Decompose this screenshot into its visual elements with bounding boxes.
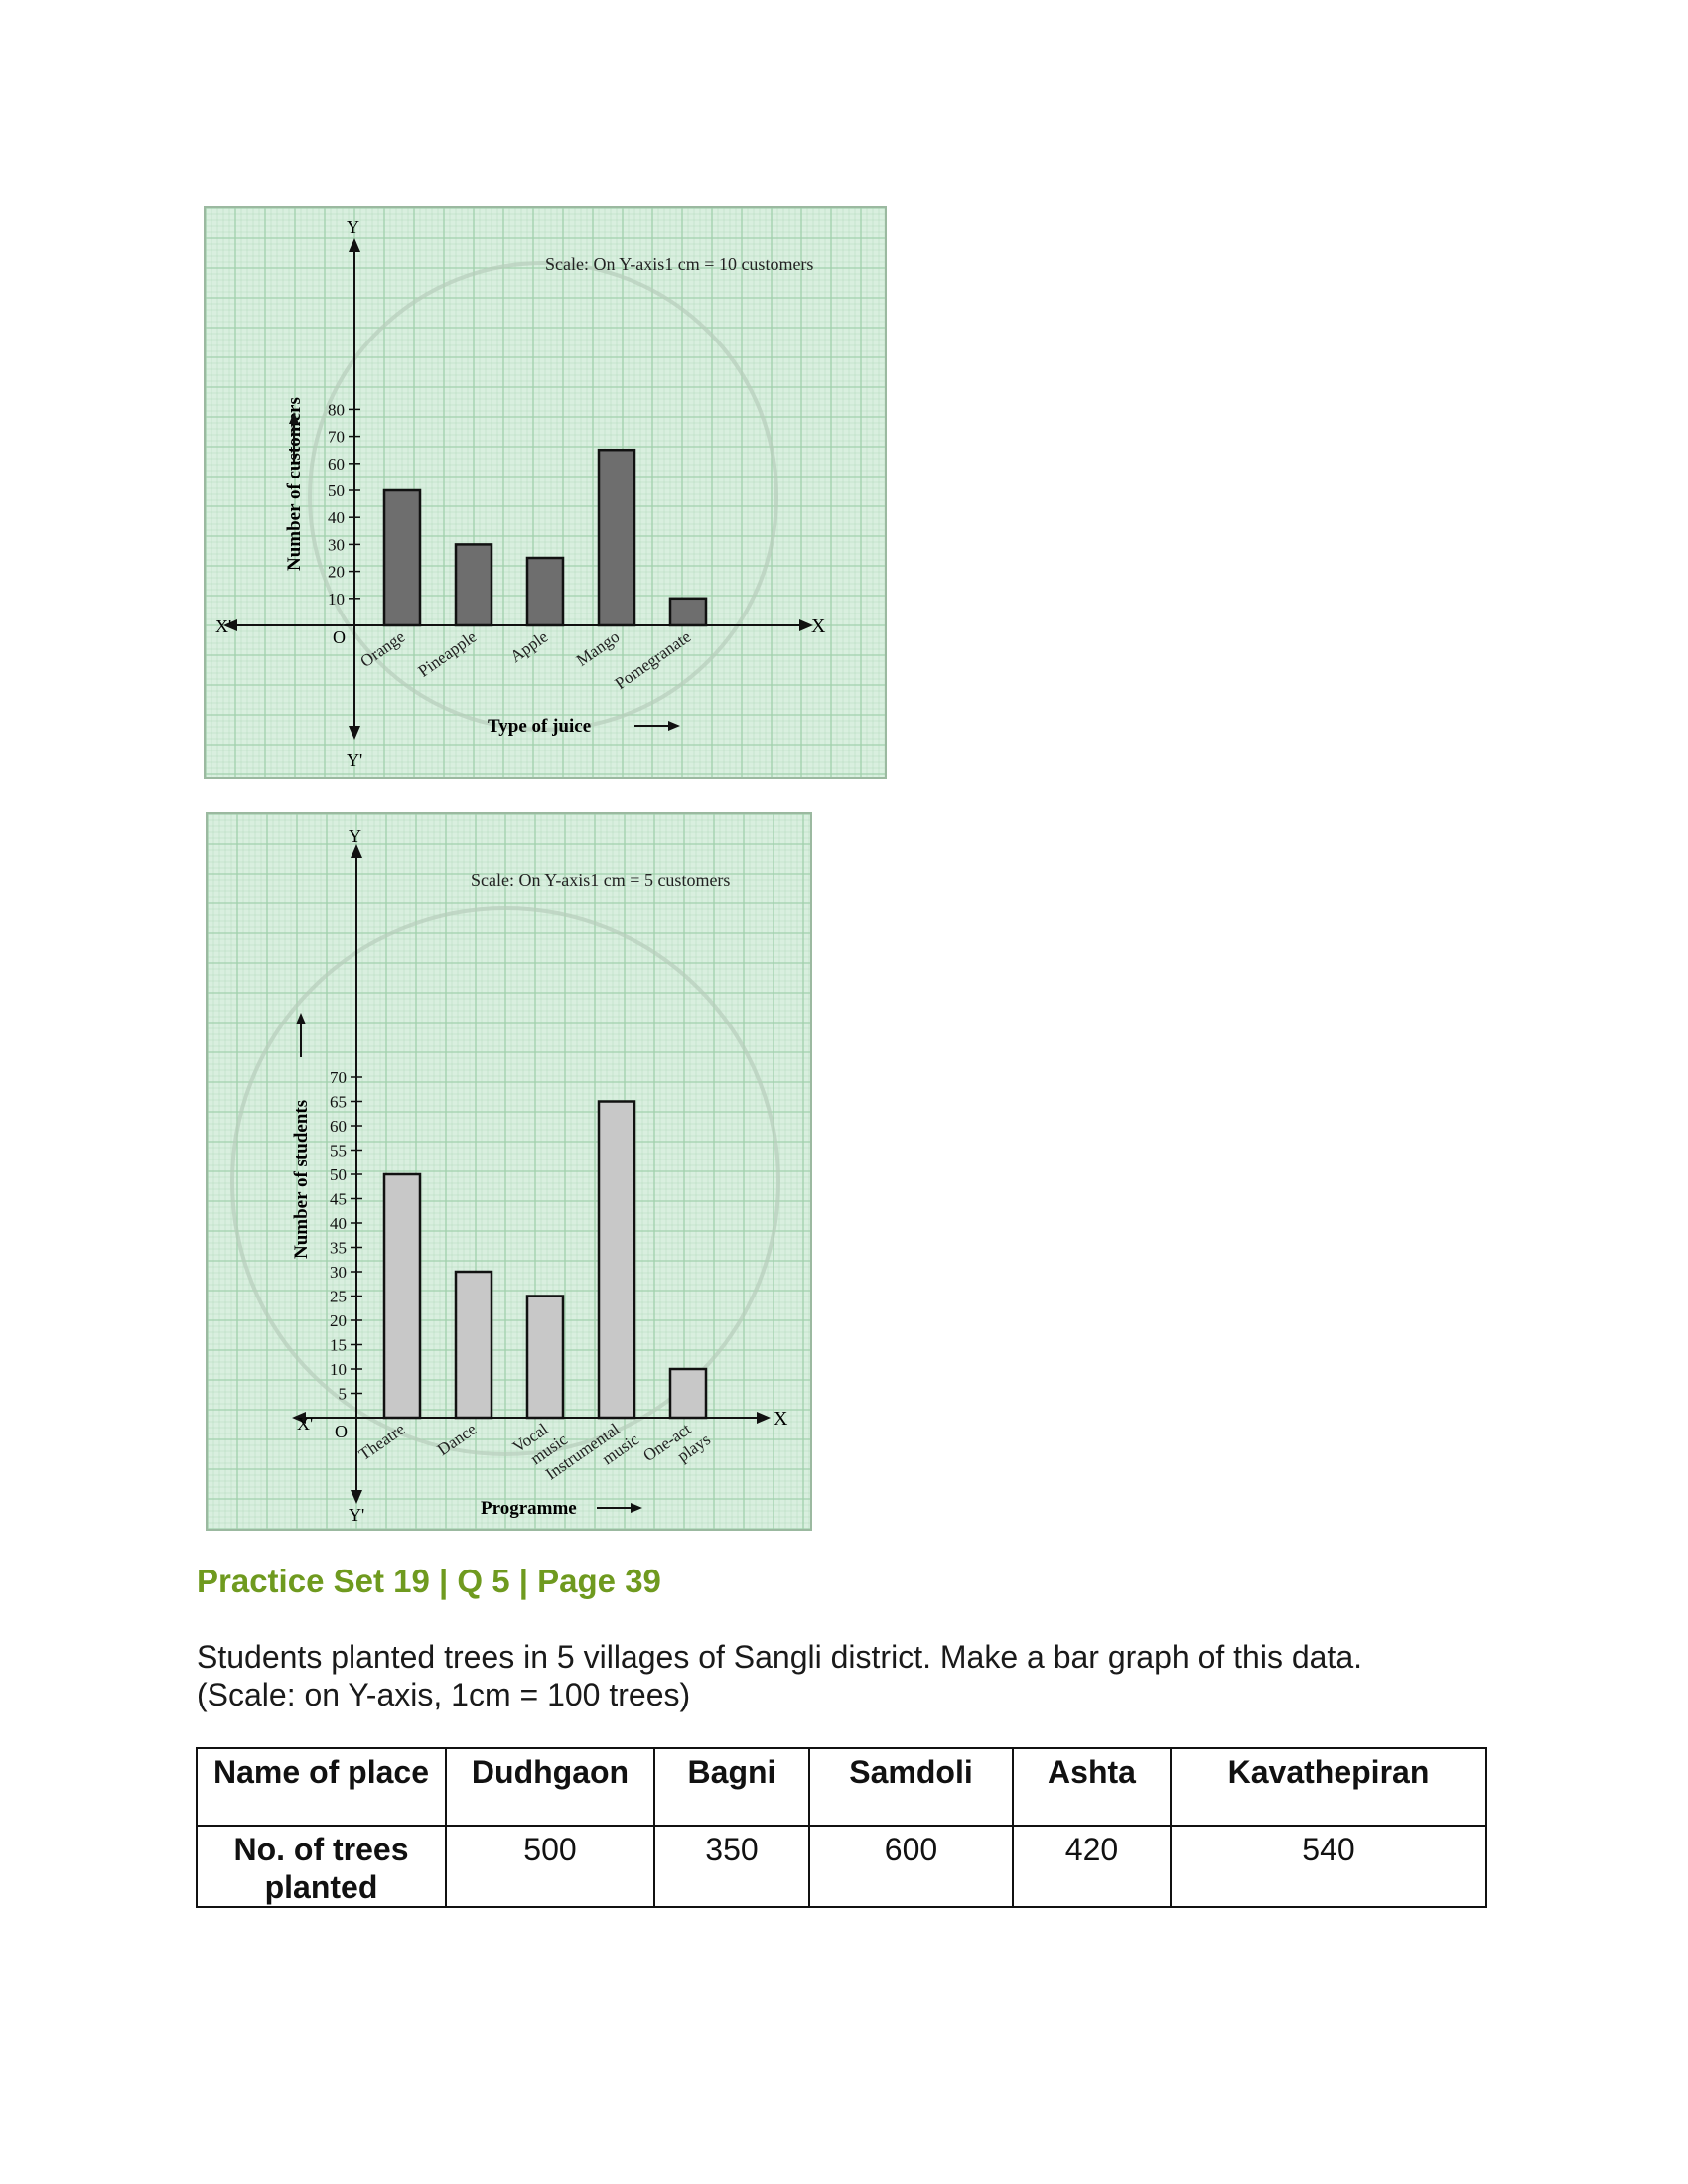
y-tick-label: 40 (328, 508, 345, 527)
bar-mango (597, 448, 636, 627)
table-row: Name of place Dudhgaon Bagni Samdoli Ash… (196, 1747, 1487, 1827)
programme-bar-graph-svg: X X' Y Y' O Scale: On Y-axis1 cm = 5 cus… (208, 814, 810, 1529)
y-tick-label: 30 (330, 1263, 347, 1282)
y-axis-label: Y (349, 826, 361, 846)
question-line-2: (Scale: on Y-axis, 1cm = 100 trees) (197, 1677, 691, 1712)
question-line-1: Students planted trees in 5 villages of … (197, 1639, 1362, 1675)
y-axis-label: Y (347, 217, 359, 237)
table-cell: Dudhgaon (445, 1747, 655, 1827)
bar-dance (454, 1270, 493, 1420)
bar-theatre (382, 1172, 422, 1420)
y-tick-label: 50 (330, 1165, 347, 1184)
programme-bar-graph: X X' Y Y' O Scale: On Y-axis1 cm = 5 cus… (206, 812, 812, 1531)
section-heading: Practice Set 19 | Q 5 | Page 39 (197, 1563, 661, 1599)
table-cell: Ashta (1012, 1747, 1172, 1827)
trees-data-table: Name of place Dudhgaon Bagni Samdoli Ash… (196, 1747, 1487, 1908)
y-tick-label: 60 (330, 1117, 347, 1136)
scale-note: Scale: On Y-axis1 cm = 10 customers (545, 254, 813, 274)
x-axis-title: Type of juice (488, 716, 591, 737)
y-neg-axis-label: Y' (347, 751, 362, 770)
origin-label: O (335, 1422, 348, 1441)
bar-instrumental-music (597, 1100, 636, 1420)
table-cell: 500 (445, 1825, 655, 1908)
table-cell: Bagni (653, 1747, 810, 1827)
x-category-label: Mango (573, 627, 623, 670)
y-tick-label: 40 (330, 1214, 347, 1233)
y-tick-label: 70 (330, 1068, 347, 1087)
y-tick-label: 60 (328, 455, 345, 474)
y-axis-title: Number of students (291, 1100, 312, 1259)
row-header-place: Name of place (196, 1747, 447, 1827)
y-tick-label: 50 (328, 481, 345, 500)
y-tick-label: 20 (328, 563, 345, 582)
x-axis-label: X (811, 615, 826, 637)
y-tick-label: 30 (328, 535, 345, 554)
x-category-label: Pineapple (414, 627, 480, 681)
table-cell: 540 (1170, 1825, 1487, 1908)
bar-pomegranate (668, 597, 708, 627)
table-cell: 420 (1012, 1825, 1172, 1908)
x-neg-axis-label: X' (297, 1414, 313, 1433)
y-tick-label: 10 (328, 590, 345, 609)
y-tick-label: 65 (330, 1093, 347, 1112)
juice-bar-graph-svg: X X' Y Y' O Scale: On Y-axis1 cm = 10 cu… (206, 208, 885, 777)
origin-label: O (333, 627, 346, 647)
y-tick-label: 5 (339, 1385, 348, 1404)
y-tick-label: 45 (330, 1190, 347, 1209)
x-category-label: One-actplays (639, 1414, 714, 1482)
y-tick-label: 10 (330, 1360, 347, 1379)
row-header-trees: No. of trees planted (196, 1825, 447, 1908)
juice-bar-graph: X X' Y Y' O Scale: On Y-axis1 cm = 10 cu… (204, 206, 887, 779)
table-cell: Samdoli (808, 1747, 1014, 1827)
bar-one-act-plays (668, 1367, 708, 1420)
y-tick-label: 35 (330, 1239, 347, 1258)
question-text: Students planted trees in 5 villages of … (197, 1638, 1487, 1713)
y-axis-title: Number of customers (284, 397, 305, 571)
y-tick-label: 70 (328, 428, 345, 447)
table-cell: Kavathepiran (1170, 1747, 1487, 1827)
y-neg-axis-label: Y' (349, 1505, 364, 1525)
table-cell: 600 (808, 1825, 1014, 1908)
bar-vocal-music (525, 1295, 565, 1420)
x-axis-label: X (774, 1408, 788, 1430)
scale-note: Scale: On Y-axis1 cm = 5 customers (471, 870, 730, 889)
y-tick-label: 25 (330, 1288, 347, 1306)
bar-pineapple (454, 543, 493, 627)
y-tick-label: 80 (328, 400, 345, 419)
x-neg-axis-label: X' (215, 616, 231, 636)
y-tick-label: 20 (330, 1311, 347, 1330)
y-tick-label: 15 (330, 1336, 347, 1355)
x-axis-title: Programme (481, 1498, 577, 1519)
bar-orange (382, 488, 422, 627)
table-cell: 350 (653, 1825, 810, 1908)
table-row: No. of trees planted 500 350 600 420 540 (196, 1825, 1487, 1908)
bar-apple (525, 556, 565, 627)
x-category-label: Apple (506, 627, 551, 666)
y-tick-label: 55 (330, 1142, 347, 1160)
